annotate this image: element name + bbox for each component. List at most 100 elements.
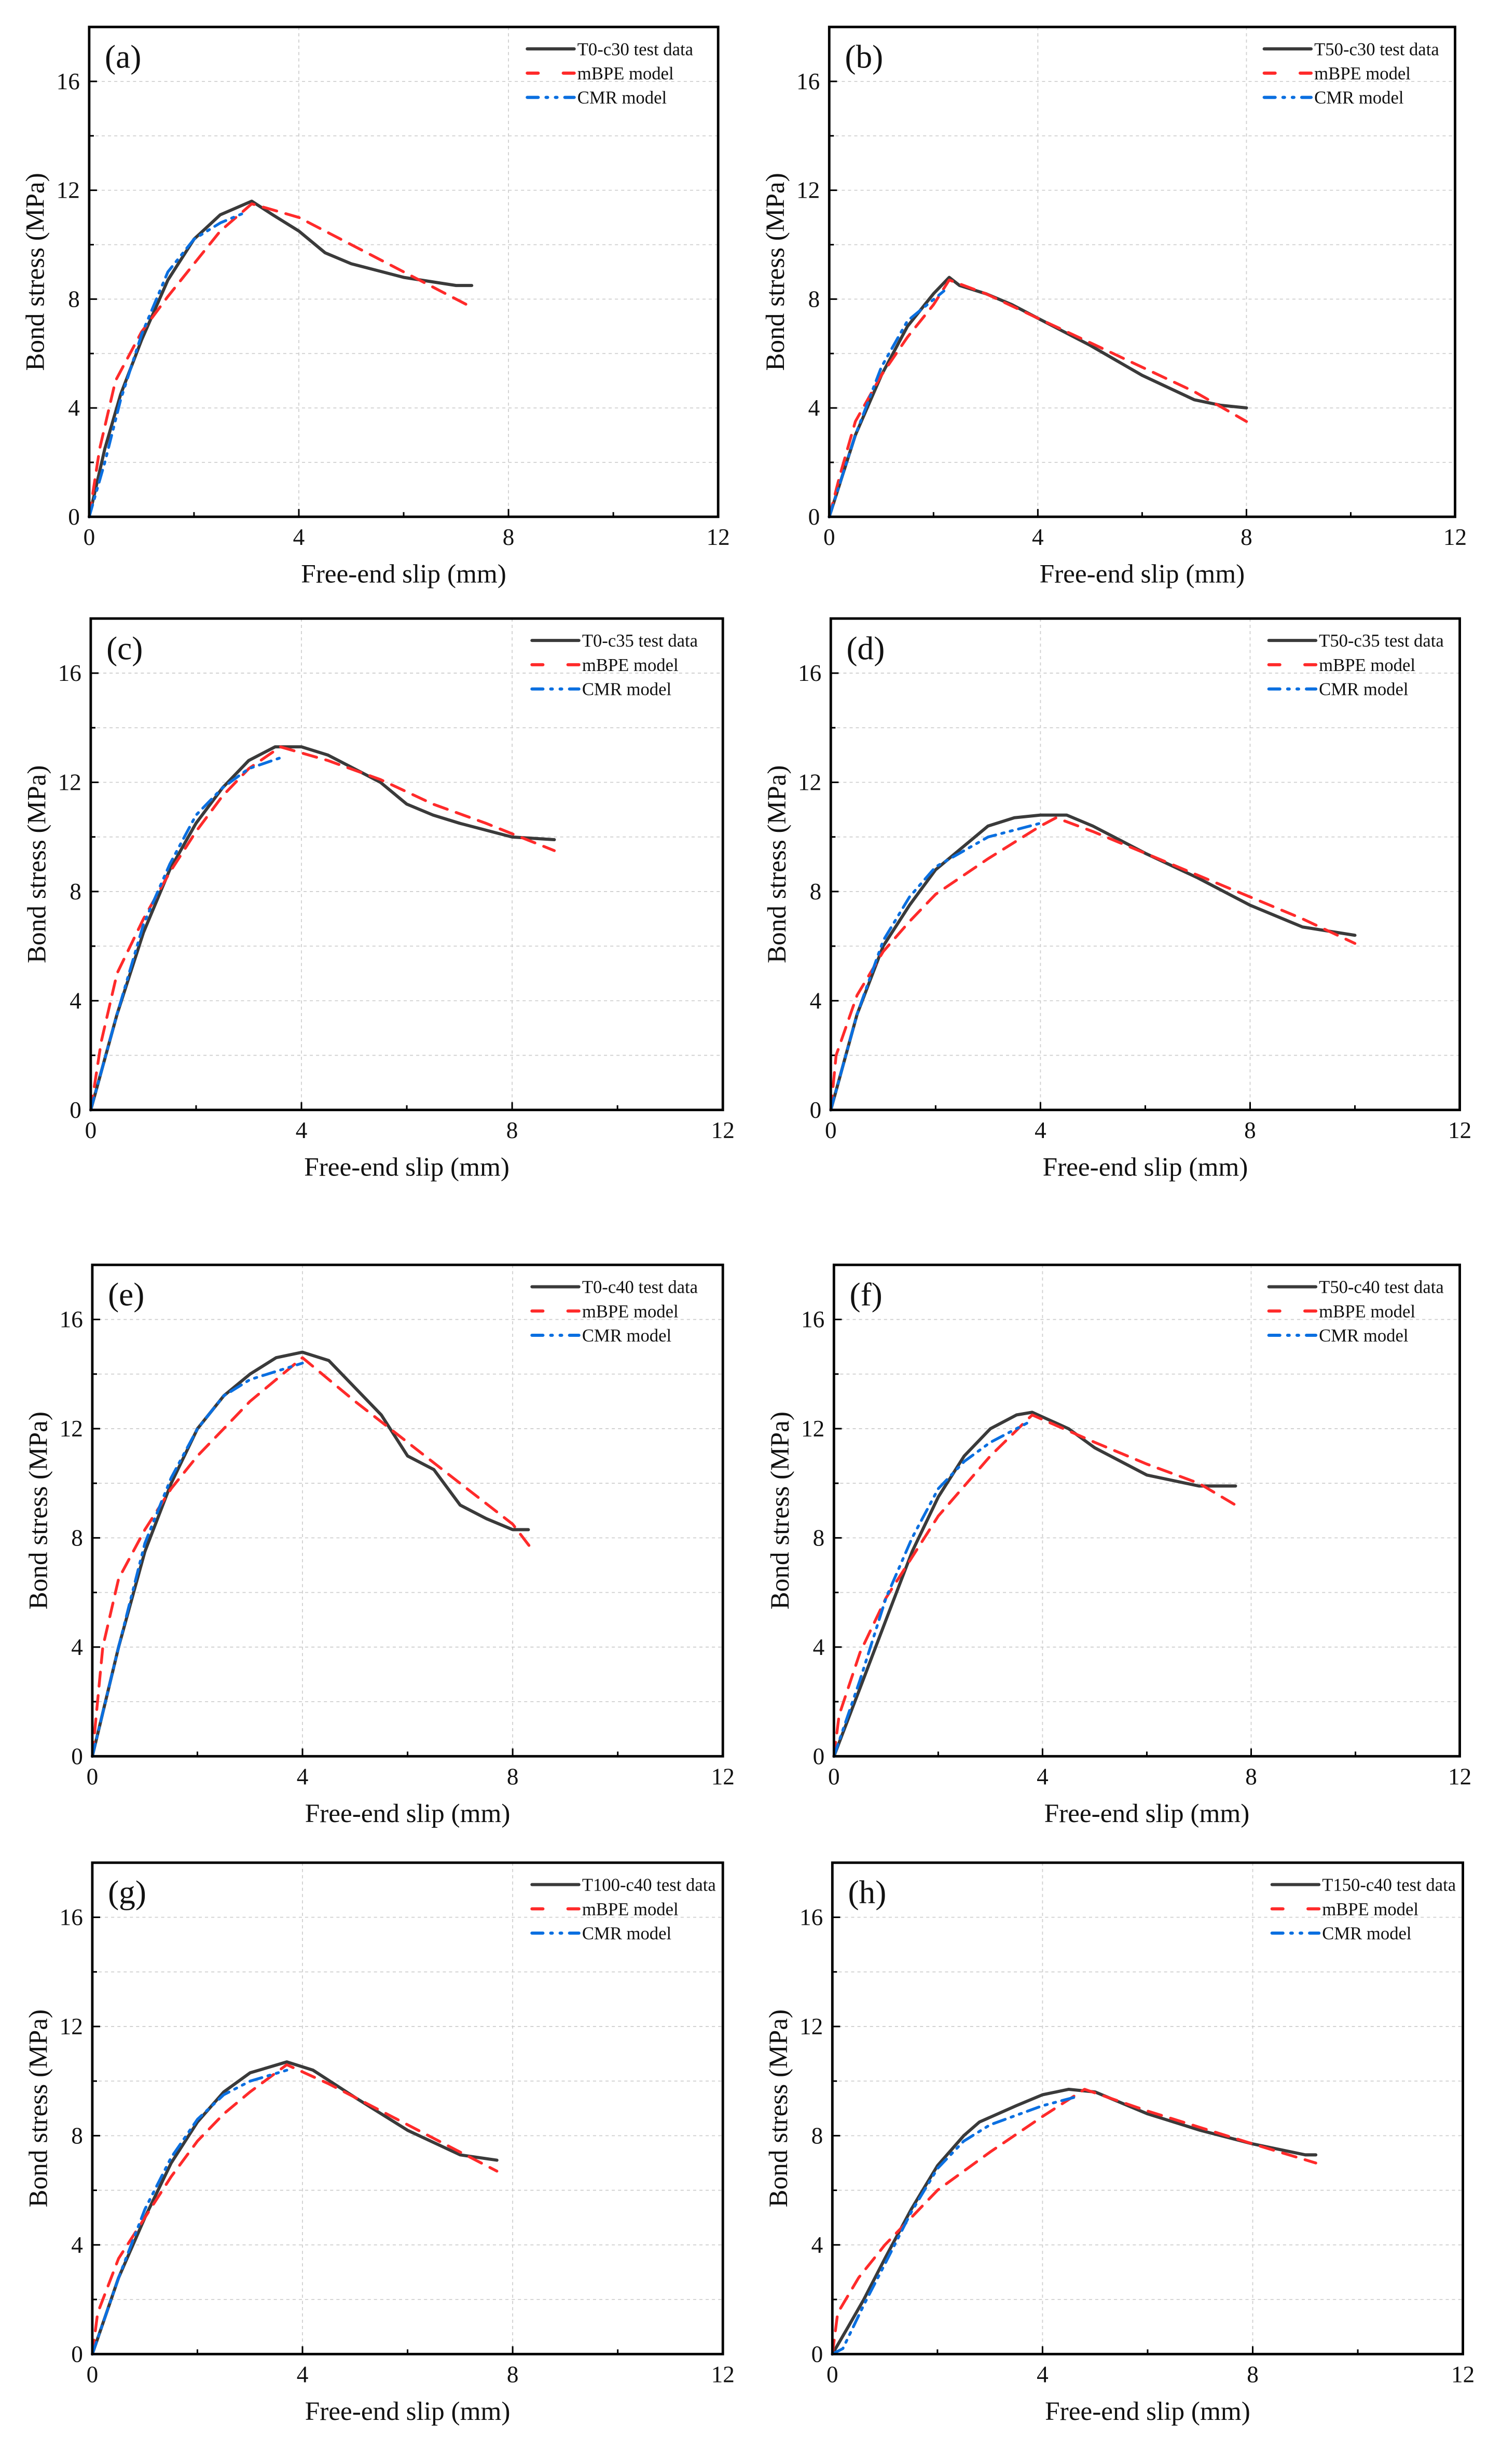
series-line-mbpe bbox=[91, 1356, 535, 1758]
panel-label: (h) bbox=[848, 1874, 886, 1911]
legend-label: mBPE model bbox=[582, 655, 679, 675]
y-tick-label: 12 bbox=[60, 2014, 83, 2039]
series-line-mbpe bbox=[828, 278, 1248, 518]
x-axis-label: Free-end slip (mm) bbox=[1040, 559, 1245, 589]
x-tick-label: 0 bbox=[85, 1117, 97, 1143]
x-tick-label: 0 bbox=[826, 2361, 838, 2387]
y-tick-label: 16 bbox=[58, 660, 81, 686]
plot-frame bbox=[832, 1263, 1461, 1758]
y-axis-label: Bond stress (MPa) bbox=[762, 765, 792, 964]
x-tick-label: 8 bbox=[507, 2361, 519, 2387]
legend-label: T0-c40 test data bbox=[582, 1278, 698, 1297]
x-tick-label: 4 bbox=[293, 524, 305, 550]
series-line-mbpe bbox=[829, 816, 1357, 1112]
legend-label: mBPE model bbox=[1322, 1899, 1418, 1919]
series-line-cmr bbox=[88, 210, 248, 518]
chart-panel-c: 0 4 8 12 0 4 8 12 16 Free-end slip (mm) Bond stres… bbox=[22, 617, 735, 1182]
x-tick-label: 12 bbox=[1448, 1117, 1471, 1143]
x-tick-label: 12 bbox=[1448, 1764, 1471, 1790]
y-tick-label: 8 bbox=[71, 2123, 83, 2148]
series-line-test bbox=[832, 1411, 1237, 1758]
y-tick-label: 16 bbox=[798, 660, 821, 686]
panel-label: (d) bbox=[846, 630, 885, 666]
x-tick-label: 12 bbox=[711, 1117, 735, 1143]
y-tick-label: 4 bbox=[71, 1634, 83, 1660]
plot-frame bbox=[831, 1861, 1465, 2356]
y-tick-label: 4 bbox=[810, 988, 822, 1014]
y-tick-label: 4 bbox=[813, 1634, 825, 1660]
chart-panel-e: 0 4 8 12 0 4 8 12 16 Free-end slip (mm) Bond stres… bbox=[23, 1263, 735, 1828]
y-tick-label: 16 bbox=[800, 1905, 823, 1931]
y-tick-label: 16 bbox=[801, 1307, 824, 1333]
y-tick-label: 12 bbox=[800, 2014, 823, 2039]
y-tick-label: 12 bbox=[58, 770, 81, 796]
y-axis-label: Bond stress (MPa) bbox=[765, 1412, 795, 1610]
legend-label: T0-c35 test data bbox=[582, 631, 698, 651]
y-tick-label: 16 bbox=[796, 69, 820, 94]
y-tick-label: 0 bbox=[813, 1743, 825, 1769]
y-tick-label: 4 bbox=[808, 395, 820, 421]
panel-label: (e) bbox=[108, 1277, 144, 1313]
chart-panel-a: 0 4 8 12 0 4 8 12 16 Free-end slip (mm) Bond stres… bbox=[20, 25, 730, 589]
y-axis-label: Bond stress (MPa) bbox=[23, 1412, 53, 1610]
x-tick-label: 8 bbox=[1245, 1764, 1257, 1790]
y-tick-label: 0 bbox=[68, 504, 80, 530]
series-line-cmr bbox=[91, 2069, 288, 2356]
series-line-mbpe bbox=[89, 745, 556, 1112]
series-line-test bbox=[87, 199, 474, 518]
y-tick-label: 12 bbox=[801, 1416, 824, 1442]
y-tick-label: 0 bbox=[811, 2341, 823, 2367]
panel-label: (f) bbox=[849, 1277, 882, 1313]
legend-label: T50-c35 test data bbox=[1319, 631, 1444, 651]
y-tick-label: 12 bbox=[798, 770, 821, 796]
x-tick-label: 4 bbox=[1032, 524, 1044, 550]
panel-label: (g) bbox=[108, 1874, 146, 1911]
y-tick-label: 12 bbox=[57, 177, 80, 203]
legend-label: CMR model bbox=[582, 1924, 671, 1943]
plot-frame bbox=[88, 25, 720, 518]
y-tick-label: 8 bbox=[808, 286, 820, 312]
legend-label: T50-c40 test data bbox=[1319, 1278, 1444, 1297]
y-tick-label: 4 bbox=[70, 988, 81, 1014]
series-line-test bbox=[90, 2060, 499, 2356]
plot-frame bbox=[91, 1263, 724, 1758]
legend-label: CMR model bbox=[582, 1326, 671, 1346]
x-tick-label: 12 bbox=[707, 524, 730, 550]
legend-label: mBPE model bbox=[1319, 655, 1415, 675]
x-tick-label: 8 bbox=[506, 1117, 518, 1143]
y-tick-label: 16 bbox=[57, 69, 80, 94]
y-tick-label: 4 bbox=[71, 2232, 83, 2258]
x-axis-label: Free-end slip (mm) bbox=[304, 1152, 509, 1182]
x-tick-label: 4 bbox=[297, 2361, 309, 2387]
y-tick-label: 0 bbox=[71, 1743, 83, 1769]
x-axis-label: Free-end slip (mm) bbox=[1045, 2397, 1250, 2426]
series-line-cmr bbox=[91, 1361, 304, 1758]
series-line-mbpe bbox=[831, 2088, 1317, 2356]
series-line-test bbox=[831, 2087, 1318, 2356]
series-line-mbpe bbox=[832, 1413, 1237, 1758]
y-axis-label: Bond stress (MPa) bbox=[20, 173, 50, 371]
legend-label: mBPE model bbox=[577, 64, 674, 84]
y-tick-label: 8 bbox=[811, 2123, 823, 2148]
legend-label: mBPE model bbox=[1314, 64, 1411, 84]
legend-label: T50-c30 test data bbox=[1314, 39, 1439, 59]
y-tick-label: 12 bbox=[60, 1416, 83, 1442]
x-tick-label: 8 bbox=[507, 1764, 519, 1790]
x-tick-label: 0 bbox=[87, 2361, 99, 2387]
x-tick-label: 12 bbox=[711, 2361, 735, 2387]
y-tick-label: 0 bbox=[810, 1097, 822, 1123]
series-line-cmr bbox=[831, 2096, 1076, 2356]
y-tick-label: 16 bbox=[60, 1905, 83, 1931]
legend-label: T150-c40 test data bbox=[1322, 1876, 1456, 1895]
chart-panel-d: 0 4 8 12 0 4 8 12 16 Free-end slip (mm) Bond stres… bbox=[762, 617, 1471, 1182]
legend-label: mBPE model bbox=[582, 1302, 679, 1321]
series-line-cmr bbox=[829, 822, 1042, 1112]
y-tick-label: 8 bbox=[68, 286, 80, 312]
x-tick-label: 12 bbox=[1443, 524, 1467, 550]
y-axis-label: Bond stress (MPa) bbox=[764, 2009, 793, 2208]
y-axis-label: Bond stress (MPa) bbox=[761, 173, 790, 371]
series-line-cmr bbox=[832, 1421, 1028, 1758]
series-line-cmr bbox=[89, 756, 282, 1112]
x-tick-label: 0 bbox=[823, 524, 835, 550]
